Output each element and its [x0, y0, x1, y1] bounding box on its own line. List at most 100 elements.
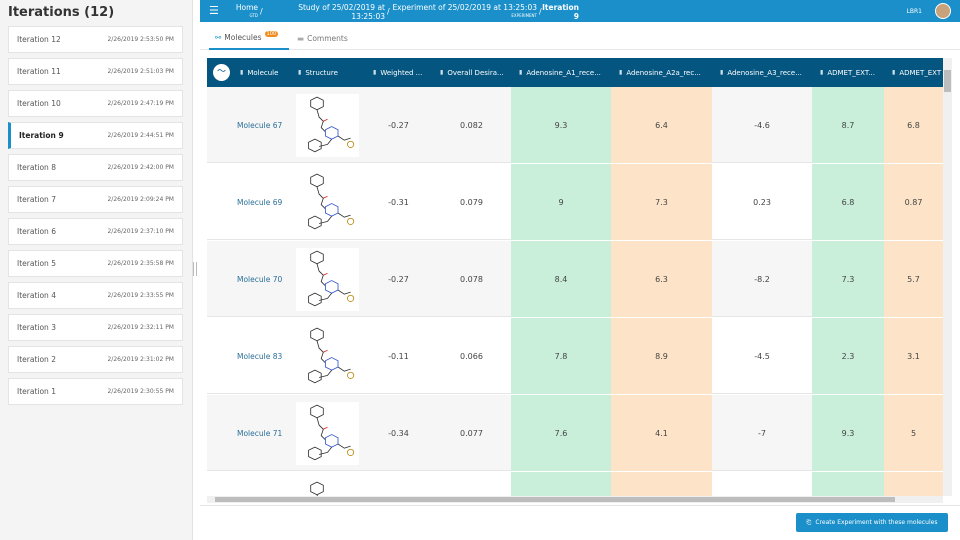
table-row[interactable]: Molecule 70 -0.27 0.078 8.4 6.3 -8.2 7.3 5.7 — [207, 241, 943, 317]
iteration-item[interactable]: Iteration 2 2/26/2019 2:31:02 PM — [8, 346, 183, 373]
value-cell: 7.3 — [812, 241, 884, 317]
value-cell: 8.4 — [511, 241, 611, 317]
sidebar-title: Iterations (12) — [8, 5, 115, 20]
value-cell: -4.6 — [754, 120, 770, 130]
value-cell: 2.3 — [812, 318, 884, 394]
iteration-label: Iteration 11 — [17, 67, 61, 76]
breadcrumb-label: Iteration 9 — [542, 3, 579, 21]
iteration-item[interactable]: Iteration 6 2/26/2019 2:37:10 PM — [8, 218, 183, 245]
iteration-item[interactable]: Iteration 9 2/26/2019 2:44:51 PM — [8, 122, 183, 149]
column-header[interactable]: Adenosine_A3_rece... — [720, 58, 812, 87]
molecule-structure-image — [296, 324, 359, 388]
molecules-icon: ⚯ — [215, 32, 222, 42]
value-cell: 0.078 — [460, 274, 483, 284]
value-cell: -0.31 — [388, 197, 409, 207]
iteration-label: Iteration 2 — [17, 355, 56, 364]
column-header[interactable]: Overall Desira... — [440, 58, 511, 87]
breadcrumb-separator: / — [387, 7, 390, 16]
table-row[interactable]: Molecule 71 -0.34 0.077 7.6 4.1 -7 9.3 5 — [207, 395, 943, 471]
iteration-date: 2/26/2019 2:31:02 PM — [107, 356, 174, 363]
iteration-item[interactable]: Iteration 8 2/26/2019 2:42:00 PM — [8, 154, 183, 181]
breadcrumb-separator: / — [260, 7, 263, 16]
value-cell: 6.3 — [611, 241, 712, 317]
column-header[interactable]: ADMET_EXT — [892, 58, 943, 87]
value-cell — [511, 472, 611, 496]
value-cell: -0.27 — [388, 120, 409, 130]
molecule-name[interactable] — [232, 472, 290, 496]
iteration-item[interactable]: Iteration 1 2/26/2019 2:30:55 PM — [8, 378, 183, 405]
value-cell: 7.3 — [611, 164, 712, 240]
iteration-date: 2/26/2019 2:47:19 PM — [107, 100, 174, 107]
iteration-date: 2/26/2019 2:42:00 PM — [107, 164, 174, 171]
molecule-structure-image — [296, 247, 359, 311]
structure-cell — [290, 318, 365, 394]
value-cell: 0.077 — [460, 428, 483, 438]
iteration-date: 2/26/2019 2:53:50 PM — [107, 36, 174, 43]
create-experiment-button[interactable]: ⎗ Create Experiment with these molecules — [796, 513, 948, 532]
value-cell — [884, 472, 943, 496]
value-cell — [365, 472, 432, 496]
value-cell: 5 — [884, 395, 943, 471]
user-name[interactable]: LBR1 — [906, 8, 922, 15]
iteration-item[interactable]: Iteration 7 2/26/2019 2:09:24 PM — [8, 186, 183, 213]
structure-cell — [290, 87, 365, 163]
breadcrumb-item[interactable]: Study of 25/02/2019 at 13:25:03 STUDY — [264, 3, 385, 27]
iteration-item[interactable]: Iteration 4 2/26/2019 2:33:55 PM — [8, 282, 183, 309]
menu-toggle-icon[interactable]: ☰ — [209, 4, 219, 17]
structure-cell — [290, 241, 365, 317]
table-row[interactable] — [207, 472, 943, 496]
iteration-label: Iteration 6 — [17, 227, 56, 236]
horizontal-scrollbar[interactable] — [207, 496, 943, 503]
avatar[interactable] — [935, 3, 951, 19]
molecule-name[interactable]: Molecule 67 — [237, 120, 283, 130]
iteration-item[interactable]: Iteration 12 2/26/2019 2:53:50 PM — [8, 26, 183, 53]
iteration-label: Iteration 5 — [17, 259, 56, 268]
value-cell: -0.34 — [388, 428, 409, 438]
iteration-item[interactable]: Iteration 3 2/26/2019 2:32:11 PM — [8, 314, 183, 341]
breadcrumb-item[interactable]: Iteration 9 ITERATION — [541, 3, 579, 27]
table-row[interactable]: Molecule 83 -0.11 0.066 7.8 8.9 -4.5 2.3 3.1 — [207, 318, 943, 394]
value-cell — [812, 472, 884, 496]
tab-molecules[interactable]: ⚯ Molecules 100 — [209, 26, 289, 50]
vertical-scrollbar[interactable] — [943, 58, 952, 496]
table-row[interactable]: Molecule 69 -0.31 0.079 9 7.3 0.23 6.8 0.87 — [207, 164, 943, 240]
chart-icon[interactable]: 〜 — [213, 64, 230, 81]
column-header[interactable]: Adenosine_A1_rece... — [519, 58, 611, 87]
breadcrumb-separator: / — [539, 7, 542, 16]
value-cell: 5.7 — [884, 241, 943, 317]
molecule-structure-image — [296, 93, 359, 157]
create-icon: ⎗ — [806, 518, 812, 526]
breadcrumb-item[interactable]: Experiment of 25/02/2019 at 13:25:03 EXPE… — [392, 3, 537, 18]
column-header[interactable]: Adenosine_A2a_rec... — [619, 58, 712, 87]
molecule-name[interactable]: Molecule 69 — [237, 197, 283, 207]
iteration-date: 2/26/2019 2:44:51 PM — [107, 132, 174, 139]
tab-label: Comments — [307, 33, 348, 43]
iteration-item[interactable]: Iteration 10 2/26/2019 2:47:19 PM — [8, 90, 183, 117]
column-header[interactable]: Weighted ... — [373, 58, 432, 87]
column-header[interactable]: Molecule — [240, 58, 290, 87]
molecule-name[interactable]: Molecule 70 — [237, 274, 283, 284]
resize-handle[interactable] — [193, 262, 197, 276]
table-row[interactable]: Molecule 67 -0.27 0.082 9.3 6.4 -4.6 8.7 6.8 — [207, 87, 943, 163]
breadcrumb-sub: ITERATION — [558, 22, 579, 27]
molecule-name[interactable]: Molecule 83 — [237, 351, 283, 361]
iteration-label: Iteration 12 — [17, 35, 61, 44]
breadcrumb-sub: GTD — [249, 13, 258, 18]
molecule-name[interactable]: Molecule 71 — [237, 428, 283, 438]
iteration-label: Iteration 3 — [17, 323, 56, 332]
molecule-structure-image — [296, 401, 359, 465]
column-header[interactable]: Structure — [298, 58, 365, 87]
breadcrumb-sub: STUDY — [371, 22, 385, 27]
column-header[interactable]: ADMET_EXT... — [820, 58, 884, 87]
value-cell: 6.8 — [812, 164, 884, 240]
tab-comments[interactable]: ▬ Comments — [297, 26, 348, 50]
iteration-label: Iteration 4 — [17, 291, 56, 300]
value-cell: 6.4 — [611, 87, 712, 163]
breadcrumb-item[interactable]: Home GTD — [232, 3, 258, 18]
value-cell: 9.3 — [511, 87, 611, 163]
iteration-item[interactable]: Iteration 5 2/26/2019 2:35:58 PM — [8, 250, 183, 277]
value-cell: 8.7 — [812, 87, 884, 163]
molecule-structure-image — [296, 478, 359, 496]
iteration-item[interactable]: Iteration 11 2/26/2019 2:51:03 PM — [8, 58, 183, 85]
value-cell: 6.8 — [884, 87, 943, 163]
